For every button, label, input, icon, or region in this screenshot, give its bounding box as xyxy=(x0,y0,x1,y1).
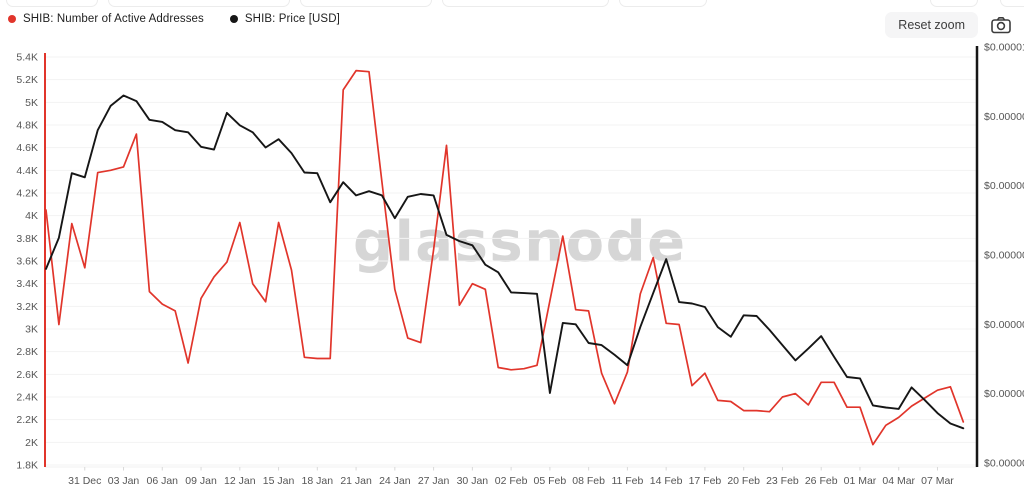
active-addresses-line xyxy=(45,69,965,446)
left-axis-label: 5.2K xyxy=(16,74,38,86)
x-tick-label: 20 Feb xyxy=(727,475,760,487)
legend-label: SHIB: Price [USD] xyxy=(244,13,340,25)
left-axis-label: 5K xyxy=(25,97,38,109)
price-line xyxy=(45,94,965,430)
left-axis-label: 2.8K xyxy=(16,346,38,358)
x-tick-label: 06 Jan xyxy=(147,475,179,487)
left-axis-label: 2.2K xyxy=(16,414,38,426)
x-tick-label: 17 Feb xyxy=(689,475,722,487)
x-tick-label: 03 Jan xyxy=(108,475,140,487)
x-tick-label: 11 Feb xyxy=(611,475,643,487)
left-axis-label: 1.8K xyxy=(16,460,38,472)
right-axis-label: $0.00000 xyxy=(984,180,1024,192)
x-tick-label: 08 Feb xyxy=(572,475,605,487)
left-axis-label: 2.4K xyxy=(16,392,38,404)
right-axis-label: $0.00001 xyxy=(984,42,1024,54)
x-tick-label: 27 Jan xyxy=(418,475,450,487)
x-tick-label: 02 Feb xyxy=(495,475,528,487)
cutoff-ui-fragment xyxy=(1000,0,1024,7)
x-tick-label: 18 Jan xyxy=(302,475,334,487)
right-axis-label: $0.00000 xyxy=(984,457,1024,469)
x-tick-label: 15 Jan xyxy=(263,475,295,487)
right-axis-label: $0.00000 xyxy=(984,249,1024,261)
right-axis-label: $0.00000 xyxy=(984,111,1024,123)
left-axis-label: 3K xyxy=(25,324,38,336)
legend-dot-red xyxy=(8,15,16,23)
left-axis-label: 4.8K xyxy=(16,120,38,132)
x-tick-label: 24 Jan xyxy=(379,475,411,487)
x-tick-label: 31 Dec xyxy=(68,475,101,487)
x-tick-label: 09 Jan xyxy=(185,475,217,487)
legend-dot-black xyxy=(229,15,238,23)
legend: SHIB: Number of Active Addresses SHIB: P… xyxy=(8,13,340,25)
x-tick-label: 01 Mar xyxy=(844,475,877,487)
left-axis-label: 3.4K xyxy=(16,278,38,290)
left-axis-label: 5.4K xyxy=(16,52,38,64)
reset-zoom-button[interactable]: Reset zoom xyxy=(885,12,978,38)
x-tick-label: 21 Jan xyxy=(340,475,372,487)
chart-controls: Reset zoom xyxy=(885,12,1014,38)
left-axis-label: 2.6K xyxy=(16,369,38,381)
x-tick-label: 30 Jan xyxy=(457,475,489,487)
legend-item-price[interactable]: SHIB: Price [USD] xyxy=(229,13,340,25)
x-tick-label: 23 Feb xyxy=(766,475,799,487)
left-axis-label: 4.4K xyxy=(16,165,38,177)
left-axis-label: 4.6K xyxy=(16,142,38,154)
left-axis-label: 4K xyxy=(25,210,38,222)
x-tick-label: 26 Feb xyxy=(805,475,838,487)
camera-button[interactable] xyxy=(988,13,1014,37)
x-tick-label: 14 Feb xyxy=(650,475,683,487)
left-axis-label: 3.2K xyxy=(16,301,38,313)
x-tick-label: 04 Mar xyxy=(882,475,915,487)
left-axis-label: 3.6K xyxy=(16,256,38,268)
left-axis-label: 2K xyxy=(25,437,38,449)
legend-label: SHIB: Number of Active Addresses xyxy=(23,13,204,25)
x-tick-label: 07 Mar xyxy=(921,475,954,487)
left-axis-label: 3.8K xyxy=(16,233,38,245)
x-tick-label: 05 Feb xyxy=(534,475,567,487)
x-tick-label: 12 Jan xyxy=(224,475,256,487)
right-axis-label: $0.00000 xyxy=(984,319,1024,331)
legend-item-active-addresses[interactable]: SHIB: Number of Active Addresses xyxy=(8,13,204,25)
right-axis-label: $0.00000 xyxy=(984,388,1024,400)
camera-icon xyxy=(991,17,1011,34)
left-axis-label: 4.2K xyxy=(16,188,38,200)
